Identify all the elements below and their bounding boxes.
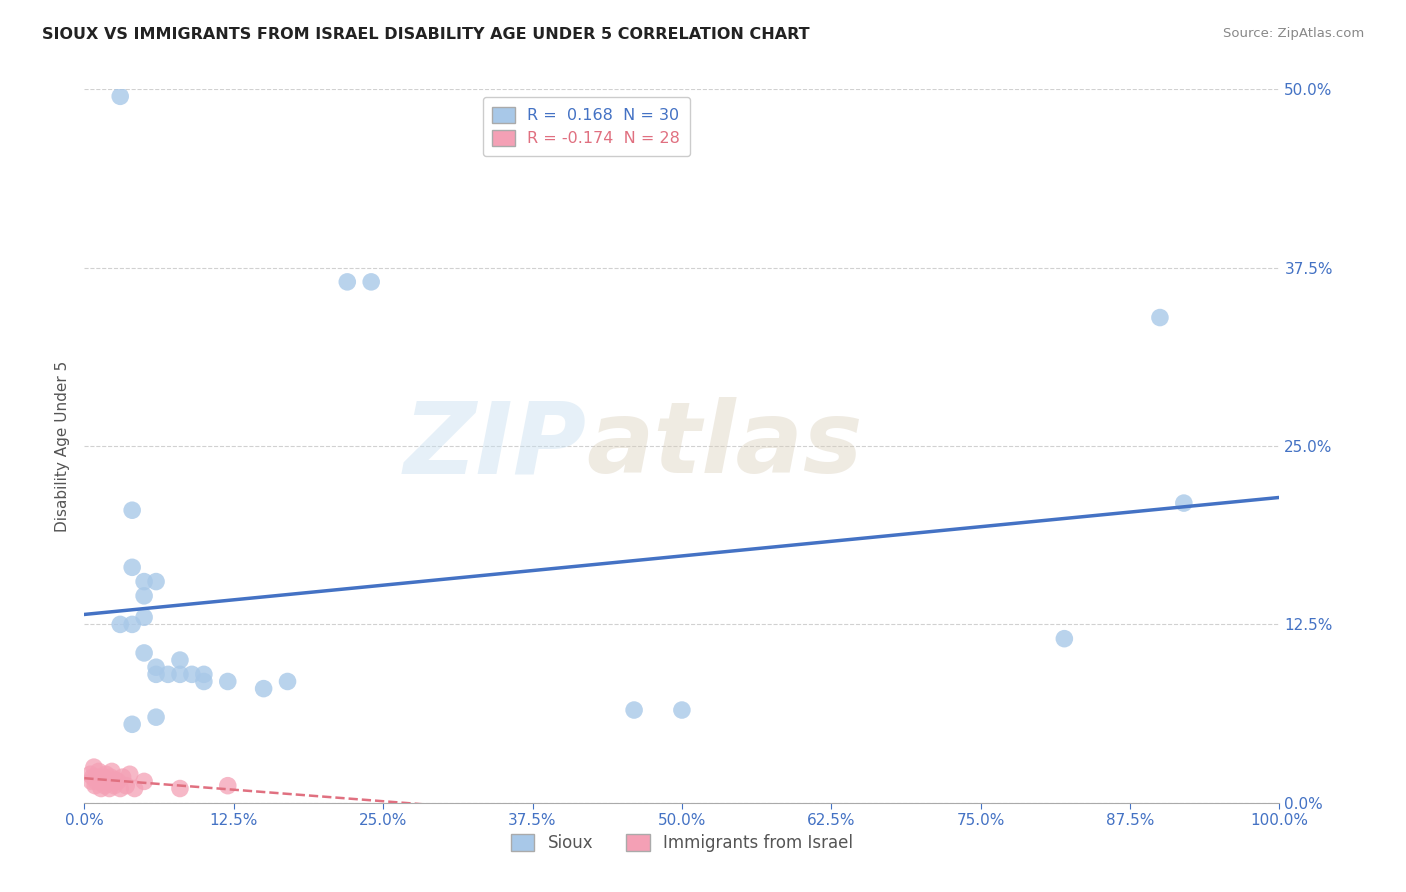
Point [145, 574, 167, 589]
Point [86, 774, 108, 789]
Point [93, 770, 115, 784]
Text: SIOUX VS IMMIGRANTS FROM ISRAEL DISABILITY AGE UNDER 5 CORRELATION CHART: SIOUX VS IMMIGRANTS FROM ISRAEL DISABILI… [42, 27, 810, 42]
Point [193, 667, 215, 681]
Point [86, 770, 108, 784]
Point [157, 667, 180, 681]
Point [145, 660, 167, 674]
Point [124, 781, 146, 796]
Point [82, 770, 104, 784]
Point [169, 667, 191, 681]
Point [79, 767, 101, 781]
Point [1149, 310, 1171, 325]
Point [97, 774, 120, 789]
Point [193, 674, 215, 689]
Text: atlas: atlas [586, 398, 863, 494]
Point [217, 779, 239, 793]
Point [83, 760, 105, 774]
Point [90, 781, 112, 796]
Point [93, 779, 115, 793]
Point [132, 574, 156, 589]
Point [132, 610, 156, 624]
Point [181, 667, 204, 681]
Point [132, 774, 156, 789]
Point [87, 764, 110, 779]
Point [100, 770, 122, 784]
Point [132, 646, 156, 660]
Point [110, 781, 132, 796]
Point [103, 779, 125, 793]
Point [104, 772, 127, 787]
Point [115, 779, 138, 793]
Point [1053, 632, 1076, 646]
Point [121, 560, 143, 574]
Point [121, 717, 143, 731]
Point [671, 703, 693, 717]
Point [98, 781, 121, 796]
Point [118, 767, 141, 781]
Point [111, 770, 134, 784]
Point [1173, 496, 1195, 510]
Point [110, 617, 132, 632]
Point [80, 774, 103, 789]
Point [217, 674, 239, 689]
Point [84, 779, 107, 793]
Point [132, 589, 156, 603]
Point [121, 503, 143, 517]
Point [277, 674, 299, 689]
Text: Source: ZipAtlas.com: Source: ZipAtlas.com [1223, 27, 1364, 40]
Point [101, 764, 124, 779]
Point [169, 653, 191, 667]
Point [145, 667, 167, 681]
Point [336, 275, 359, 289]
Legend: Sioux, Immigrants from Israel: Sioux, Immigrants from Israel [505, 827, 859, 859]
Y-axis label: Disability Age Under 5: Disability Age Under 5 [55, 360, 70, 532]
Point [360, 275, 382, 289]
Point [94, 767, 117, 781]
Point [110, 89, 132, 103]
Point [107, 774, 129, 789]
Point [623, 703, 645, 717]
Point [169, 781, 191, 796]
Point [253, 681, 276, 696]
Point [145, 710, 167, 724]
Point [121, 617, 143, 632]
Text: ZIP: ZIP [404, 398, 586, 494]
Point [91, 774, 114, 789]
